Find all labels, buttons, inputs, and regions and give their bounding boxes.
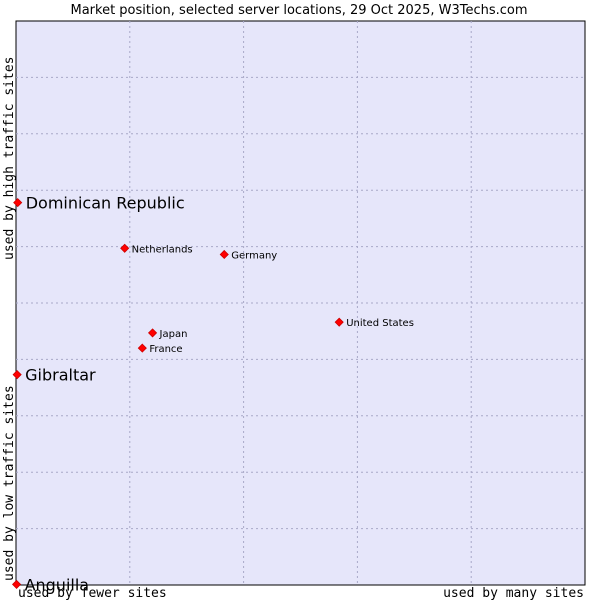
y-axis-label-bottom: used by low traffic sites [2, 385, 17, 581]
point-marker [120, 243, 130, 253]
point-label: Gibraltar [25, 366, 96, 385]
data-point-anguilla: Anguilla [12, 575, 90, 594]
data-point-dominican-republic: Dominican Republic [13, 194, 185, 213]
point-label: Germany [231, 250, 277, 261]
point-marker [137, 343, 147, 353]
data-point-japan: Japan [147, 328, 188, 340]
data-point-gibraltar: Gibraltar [12, 366, 96, 385]
point-label: Japan [159, 329, 188, 340]
point-label: Netherlands [132, 244, 193, 255]
data-point-france: France [137, 343, 183, 355]
point-label: Dominican Republic [26, 194, 185, 213]
point-label: France [149, 344, 182, 355]
x-axis-label-left: used by fewer sites [18, 586, 167, 600]
data-point-germany: Germany [219, 249, 277, 261]
plot-area [15, 20, 586, 586]
point-marker [12, 579, 22, 590]
x-axis-label-right: used by many sites [443, 586, 584, 600]
data-point-netherlands: Netherlands [120, 243, 193, 255]
point-marker [147, 328, 158, 338]
point-marker [334, 317, 344, 327]
point-marker [12, 370, 22, 380]
data-points: Dominican Republic Netherlands Germany Unit… [12, 194, 414, 594]
y-axis-label-top: used by high traffic sites [2, 57, 17, 261]
point-marker [13, 198, 23, 208]
point-label: Anguilla [25, 575, 90, 594]
point-label: United States [346, 318, 414, 329]
grid-lines [16, 21, 585, 585]
chart-title: Market position, selected server locatio… [70, 3, 527, 18]
data-point-united-states: United States [334, 317, 414, 329]
point-marker [219, 249, 229, 260]
